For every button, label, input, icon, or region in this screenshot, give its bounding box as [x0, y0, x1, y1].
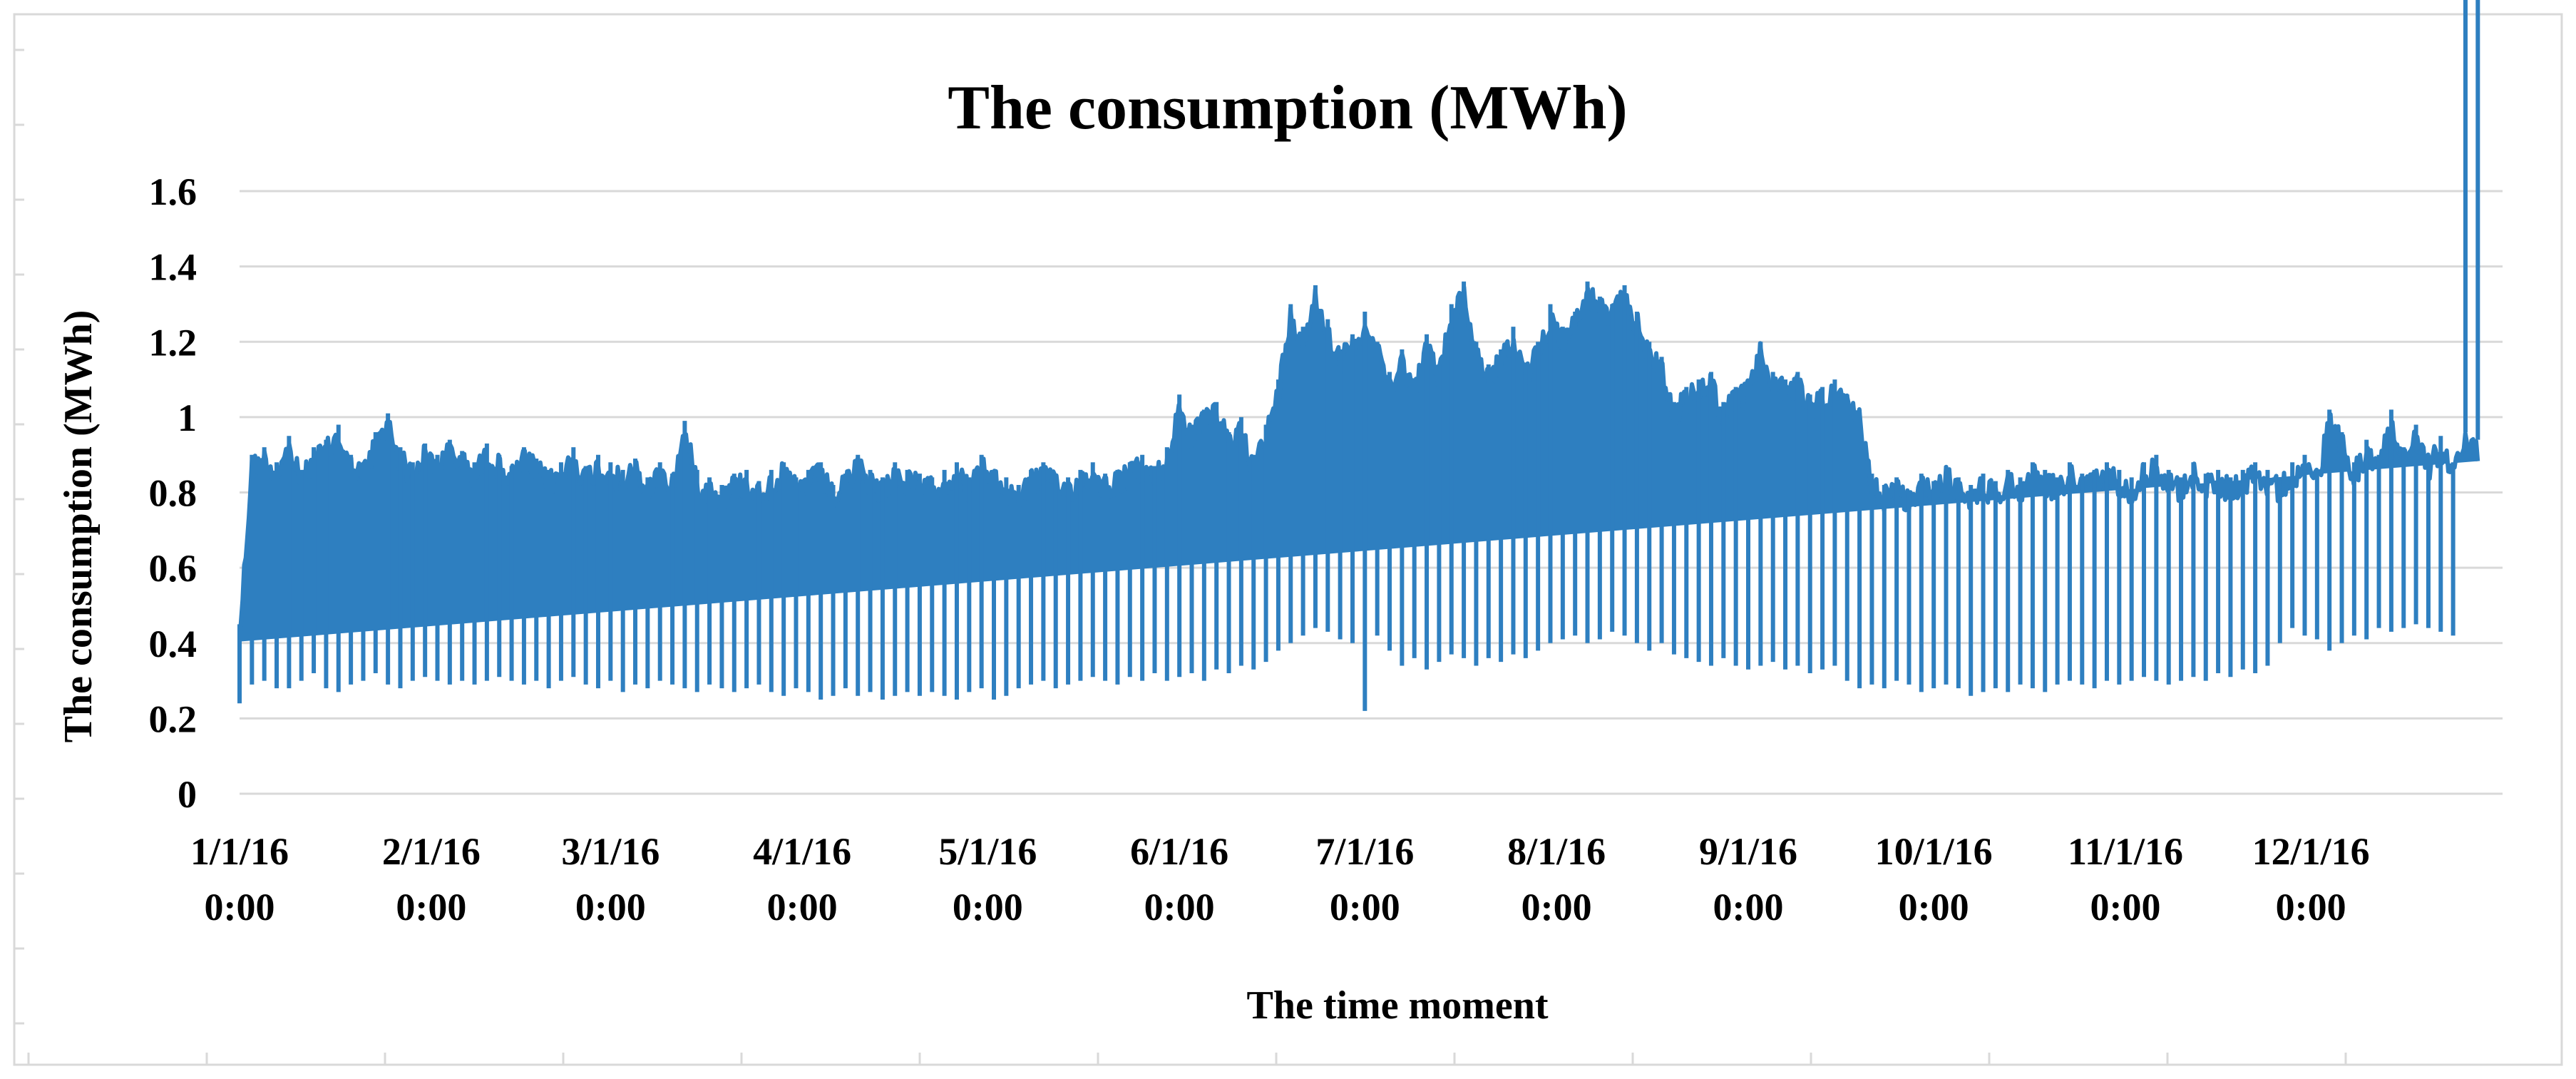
x-tick-label: 4/1/16 0:00 — [753, 830, 851, 929]
y-tick-label: 0.2 — [149, 697, 197, 740]
series-layer — [237, 0, 2480, 711]
y-tick-label: 1 — [178, 397, 197, 439]
series-spikes — [237, 0, 2480, 711]
x-axis-label: The time moment — [1246, 983, 1548, 1028]
x-tick-label: 7/1/16 0:00 — [1315, 830, 1414, 929]
y-tick-label: 0 — [178, 773, 197, 816]
frame-ruler-ticks — [14, 48, 2347, 1064]
x-tick-label: 6/1/16 0:00 — [1130, 830, 1228, 929]
x-tick-label: 11/1/16 0:00 — [2068, 830, 2183, 929]
x-tick-label: 5/1/16 0:00 — [938, 830, 1037, 929]
y-axis-ticks: 0 0.2 0.4 0.6 0.8 1 1.2 1.4 1.6 — [149, 170, 197, 816]
x-tick-label: 2/1/16 0:00 — [382, 830, 481, 929]
x-axis-ticks: 1/1/16 0:00 2/1/16 0:00 3/1/16 0:00 4/1/16 0:00… — [190, 830, 2370, 929]
y-axis-label: The consumption (MWh) — [56, 310, 101, 743]
y-tick-label: 1.4 — [149, 246, 197, 289]
y-tick-label: 1.6 — [149, 170, 197, 213]
y-tick-label: 0.8 — [149, 472, 197, 515]
y-tick-label: 0.4 — [149, 623, 197, 665]
x-tick-label: 10/1/16 0:00 — [1875, 830, 1993, 929]
x-tick-label: 9/1/16 0:00 — [1699, 830, 1797, 929]
x-tick-label: 8/1/16 0:00 — [1507, 830, 1606, 929]
x-tick-label: 12/1/16 0:00 — [2252, 830, 2370, 929]
chart-title: The consumption (MWh) — [948, 73, 1627, 143]
x-tick-label: 3/1/16 0:00 — [561, 830, 660, 929]
y-tick-label: 0.6 — [149, 547, 197, 590]
y-tick-label: 1.2 — [149, 321, 197, 364]
x-tick-label: 1/1/16 0:00 — [190, 830, 289, 929]
